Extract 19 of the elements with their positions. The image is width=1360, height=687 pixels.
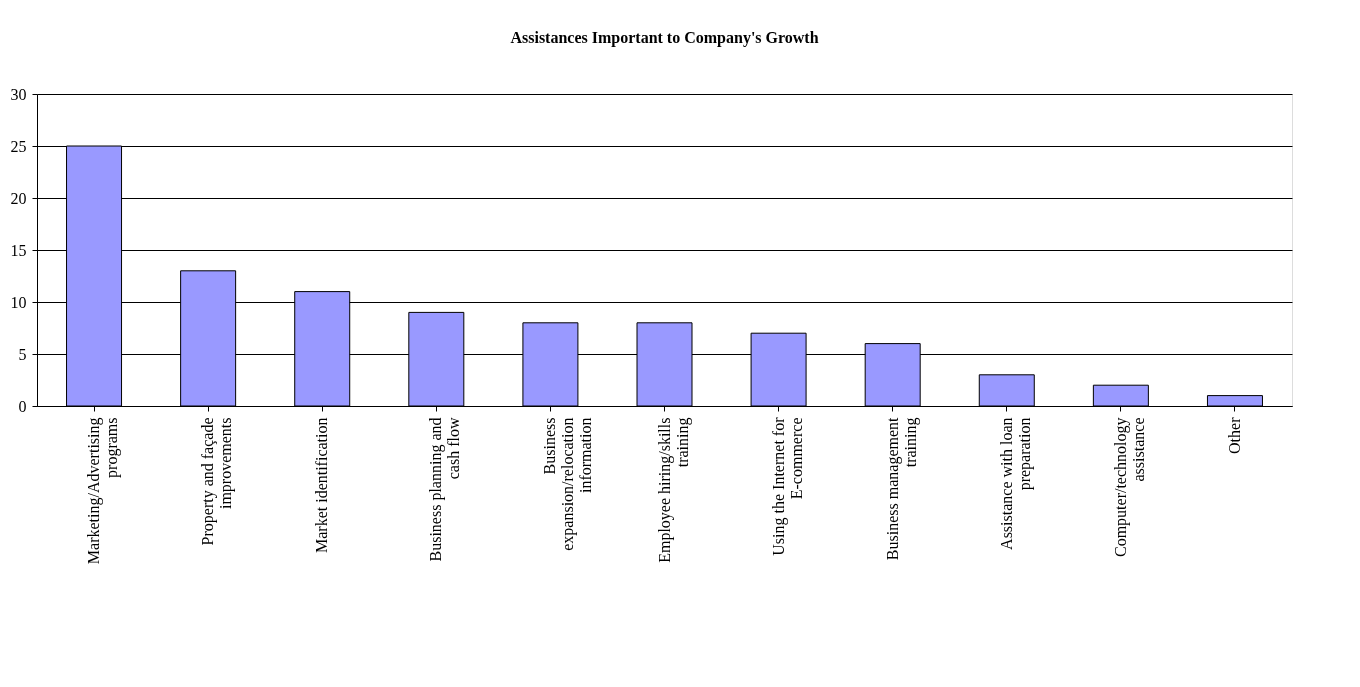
x-tick-label: Computer/technology assistance — [1111, 417, 1147, 558]
x-tick-label: Assistance with loan preparation — [997, 417, 1034, 550]
y-tick-label: 10 — [10, 293, 27, 311]
x-tick-label: Marketing/Advertising programs — [85, 417, 122, 565]
y-tick-label: 0 — [18, 397, 27, 415]
x-tick-label: Business expansion/relocation information — [541, 417, 595, 551]
x-tick-label: Property and façade improvements — [199, 417, 236, 546]
x-tick-label: Market identification — [313, 417, 331, 554]
y-tick-label: 20 — [10, 189, 27, 207]
x-tick-label: Business planning and cash flow — [427, 417, 463, 562]
y-tick-label: 25 — [10, 137, 27, 155]
x-tick-label: Other — [1225, 416, 1243, 454]
x-tick-label: Using the Internet for E-commerce — [769, 416, 805, 556]
y-tick-label: 15 — [10, 241, 27, 259]
chart-title: Assistances Important to Company's Growth — [510, 29, 819, 47]
x-tick-label: Employee hiring/skills training — [655, 417, 692, 563]
y-tick-label: 5 — [18, 345, 27, 363]
x-tick-label: Business management training — [883, 416, 920, 561]
y-tick-label: 30 — [10, 85, 27, 103]
